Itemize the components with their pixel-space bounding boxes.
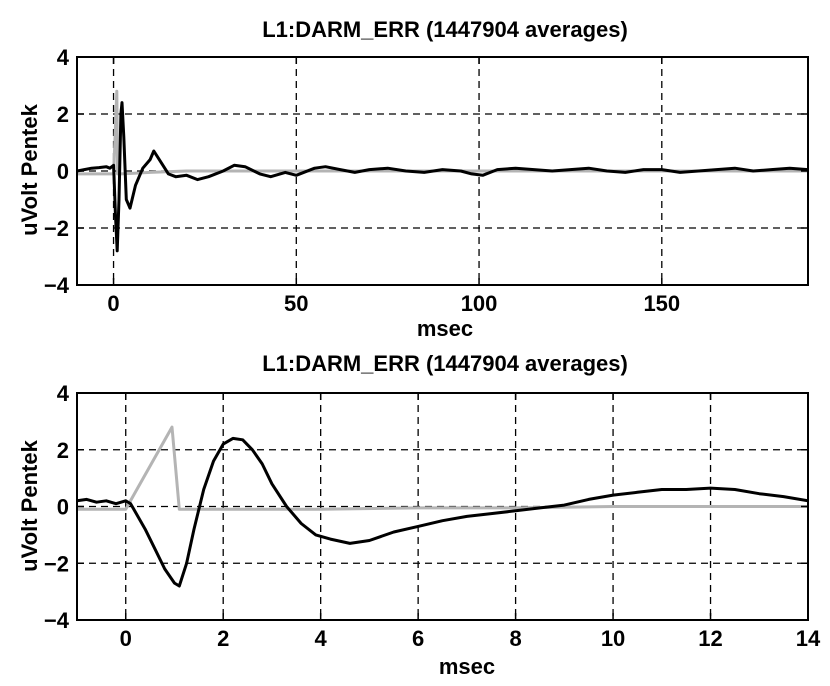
top-x-axis-label: msec [417, 316, 473, 341]
bottom-x-tick-label: 14 [796, 626, 821, 651]
bottom-x-tick-label: 12 [698, 626, 722, 651]
bottom-response-line [77, 436, 808, 588]
top-x-tick-label: 0 [107, 291, 119, 316]
top-y-tick-label: −2 [44, 216, 69, 241]
bottom-x-tick-label: 4 [315, 626, 328, 651]
bottom-y-axis-label: uVolt Pentek [17, 439, 42, 571]
bottom-x-tick-label: 6 [412, 626, 424, 651]
top-x-tick-label: 50 [284, 291, 308, 316]
bottom-y-tick-label: 4 [57, 381, 70, 406]
bottom-x-tick-label: 2 [217, 626, 229, 651]
top-y-tick-label: 0 [57, 159, 69, 184]
bottom-y-tick-label: −2 [44, 551, 69, 576]
bottom-x-tick-label: 8 [509, 626, 521, 651]
top-x-tick-label: 100 [461, 291, 498, 316]
top-x-tick-label: 150 [643, 291, 680, 316]
bottom-y-tick-label: 2 [57, 438, 69, 463]
top-y-tick-label: 2 [57, 102, 69, 127]
top-y-axis-label: uVolt Pentek [17, 103, 42, 235]
bottom-chart-title: L1:DARM_ERR (1447904 averages) [262, 351, 628, 376]
top-y-tick-label: 4 [57, 45, 70, 70]
bottom-x-tick-label: 10 [601, 626, 625, 651]
top-excitation-line [77, 89, 808, 176]
top-chart-title: L1:DARM_ERR (1447904 averages) [262, 17, 628, 42]
bottom-panel: L1:DARM_ERR (1447904 averages) 0 2 4 6 8 10 12… [17, 351, 821, 679]
bottom-x-tick-label: 0 [120, 626, 132, 651]
bottom-y-tick-label: −4 [44, 608, 70, 633]
bottom-x-axis-label: msec [439, 654, 495, 679]
top-y-tick-label: −4 [44, 273, 70, 298]
top-panel: L1:DARM_ERR (1447904 averages) 0 50 100 150… [17, 17, 809, 341]
top-response-line [77, 101, 808, 253]
bottom-excitation-line [77, 425, 808, 511]
bottom-y-tick-label: 0 [57, 495, 69, 520]
